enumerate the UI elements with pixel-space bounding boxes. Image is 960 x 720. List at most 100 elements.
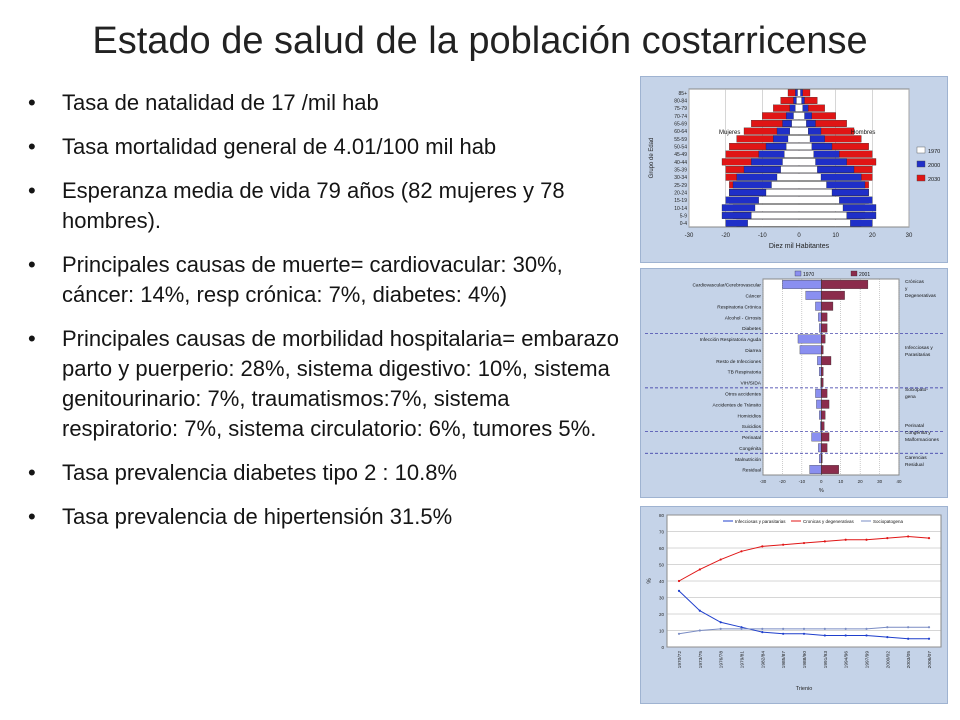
data-point [844,634,847,637]
x-axis-label: % [819,488,824,494]
bullet-dot-icon: • [28,252,36,277]
legend-label: Infecciosas y parasitarias [735,519,786,524]
bullet-dot-icon: • [28,326,36,351]
category-label: Respiratoria Crónica [717,304,761,310]
diverging-bar-1970 [818,443,822,453]
x-tick-label: 1976/78 [719,651,725,669]
data-point [782,627,785,630]
y-tick-label: 80 [659,513,665,518]
x-tick-label: 10 [838,479,844,484]
category-label: Cáncer [746,294,762,300]
bullet-text: Principales causas de muerte= cardiovacu… [62,252,563,307]
data-point [677,632,681,635]
diverging-bar-2001 [821,301,834,311]
data-point [761,545,764,548]
y-axis-label: Grupo de Edad [649,138,655,179]
diverging-bar-1970 [811,432,822,442]
data-point [823,627,826,630]
bullet-text: Tasa de natalidad de 17 /mil hab [62,90,379,115]
group-label: Infecciosas y [905,345,933,351]
group-label: Crónicas [905,279,925,285]
y-tick-label: 20 [659,612,665,617]
x-tick-label: 1997/99 [865,651,871,669]
x-tick-label: -20 [779,479,786,484]
data-point [844,627,847,630]
category-label: Suicidios [742,424,762,430]
x-tick-label: 20 [858,479,864,484]
diverging-bar-2001 [821,356,832,366]
x-tick-label: 30 [877,479,883,484]
y-tick-label: 60 [659,546,665,551]
right-group-label: Hombres [851,130,875,136]
y-tick-label: 0 [661,645,664,650]
bullet-text: Tasa prevalencia de hipertensión 31.5% [62,504,453,529]
category-label: Accidentes de Tránsito [712,402,761,408]
bullet-dot-icon: • [28,178,36,203]
pyramid-bar-1970 [776,173,822,181]
bullet-dot-icon: • [28,504,36,529]
category-label: Cardiovascular/Cerebrovascular [692,283,761,289]
legend-swatch [794,270,802,277]
diverging-bar-2001 [821,465,839,474]
diverging-bar-2001 [821,421,825,431]
y-tick-label: 70-74 [674,114,687,120]
x-tick-label: 1985/87 [781,651,787,669]
bullet-list: • Tasa de natalidad de 17 /mil hab • Tasa … [28,88,628,546]
bullet-item: • Esperanza media de vida 79 años (82 muj… [28,176,628,236]
group-label: Residual [905,462,924,468]
y-tick-label: 50 [659,563,665,568]
causes-of-death-panel: -30 -20 -10 0 10 20 30 40% Cardiovascular/Cerebr… [640,268,948,498]
data-point [740,550,743,553]
diverging-bar-2001 [821,432,830,442]
diverging-bar-2001 [821,323,828,333]
x-tick-label: 0 [820,479,823,484]
pyramid-bar-1970 [791,120,807,127]
category-label: Otros accidentes [725,392,762,398]
x-tick-label: -10 [758,233,767,239]
pyramid-bar-1970 [793,112,805,120]
data-point [677,589,681,592]
x-tick-label: 0 [797,233,801,239]
data-point [823,634,826,637]
group-label: Perinatal [905,423,924,429]
x-tick-label: -10 [799,479,806,484]
diverging-bar-1970 [815,388,822,398]
data-point [802,632,806,635]
diverging-bar-2001 [821,290,845,300]
category-label: TB Respiratoria [728,370,762,376]
data-point [927,537,931,540]
y-tick-label: 30-34 [674,175,687,181]
pyramid-bar-1970 [747,219,851,227]
data-point [698,609,701,612]
y-tick-label: 10-14 [674,206,687,212]
x-tick-label: 40 [896,479,902,484]
pyramid-bar-1970 [751,212,847,219]
data-point [698,568,701,571]
data-point [677,579,681,583]
category-label: Congénita [739,446,761,452]
pyramid-bar-1970 [786,143,812,150]
diverging-bar-2001 [821,312,828,322]
bullet-item: • Principales causas de morbilidad hospit… [28,324,628,444]
category-label: Diabetes [742,326,762,332]
data-point [886,626,889,629]
bullet-text: Tasa prevalencia diabetes tipo 2 : 10.8% [62,460,458,485]
x-axis-label: Trienio [796,686,813,692]
pyramid-bar-1970 [765,189,833,196]
legend-swatch [916,160,926,168]
category-label: Diarrea [745,348,761,354]
x-tick-label: -30 [685,233,694,239]
data-point [740,627,743,630]
data-point [782,632,785,635]
data-point [761,631,764,634]
pyramid-bar-1970 [780,166,818,173]
slide-title: Estado de salud de la población costarri… [92,20,868,62]
legend-label: 1970 [928,149,940,155]
data-point [886,636,889,639]
pyramid-bar-1970 [795,104,803,112]
diverging-bar-2001 [821,399,830,409]
bullet-item: • Tasa de natalidad de 17 /mil hab [28,88,628,118]
diverging-bar-1970 [809,465,822,474]
diverging-bar-2001 [821,410,826,420]
category-label: Infección Respiratoria Aguda [700,337,762,343]
